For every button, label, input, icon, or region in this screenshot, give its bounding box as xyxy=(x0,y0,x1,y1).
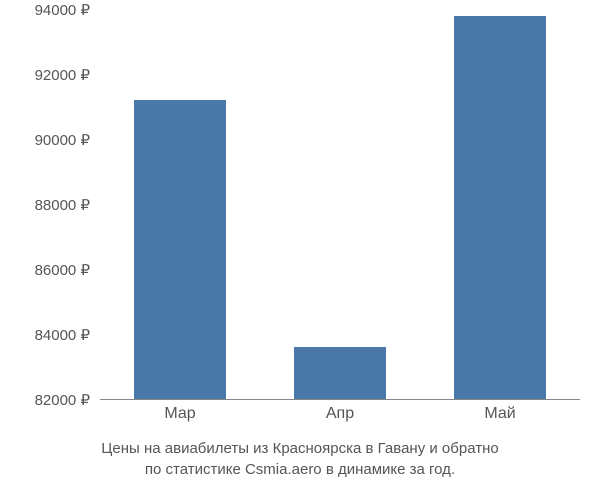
bar xyxy=(454,16,547,400)
chart-plot-area xyxy=(100,10,580,400)
bar xyxy=(294,347,387,399)
y-tick-label: 84000 ₽ xyxy=(35,326,90,344)
plot-area xyxy=(100,10,580,400)
y-tick-label: 82000 ₽ xyxy=(35,391,90,409)
y-tick-label: 94000 ₽ xyxy=(35,1,90,19)
x-tick-label: Мар xyxy=(164,405,195,423)
y-tick-label: 86000 ₽ xyxy=(35,261,90,279)
x-tick-label: Апр xyxy=(326,405,354,423)
x-tick-label: Май xyxy=(484,405,515,423)
caption-line-1: Цены на авиабилеты из Красноярска в Гава… xyxy=(0,438,600,459)
caption-line-2: по статистике Csmia.aero в динамике за г… xyxy=(0,459,600,480)
x-axis-labels: Мар Апр Май xyxy=(100,405,580,430)
chart-caption: Цены на авиабилеты из Красноярска в Гава… xyxy=(0,438,600,480)
y-axis: 82000 ₽84000 ₽86000 ₽88000 ₽90000 ₽92000… xyxy=(0,10,100,400)
y-tick-label: 88000 ₽ xyxy=(35,196,90,214)
bar xyxy=(134,100,227,399)
y-tick-label: 90000 ₽ xyxy=(35,131,90,149)
y-tick-label: 92000 ₽ xyxy=(35,66,90,84)
